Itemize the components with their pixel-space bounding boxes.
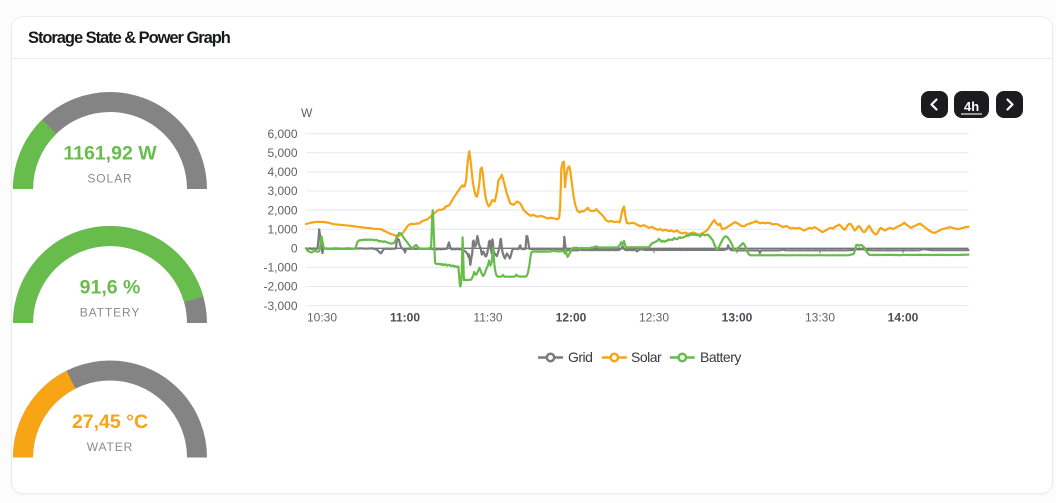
svg-text:91,6 %: 91,6 % [80,277,141,299]
svg-text:W: W [301,106,313,120]
svg-text:BATTERY: BATTERY [80,306,141,320]
svg-text:1161,92 W: 1161,92 W [63,143,157,165]
svg-text:WATER: WATER [87,440,134,454]
svg-text:27,45 °C: 27,45 °C [72,411,148,433]
svg-text:Grid: Grid [568,349,592,365]
svg-text:11:30: 11:30 [473,310,502,324]
svg-text:-3,000: -3,000 [263,299,297,313]
svg-text:0: 0 [291,242,298,256]
svg-text:-2,000: -2,000 [263,280,297,294]
svg-text:5,000: 5,000 [267,146,297,160]
svg-text:4,000: 4,000 [267,165,297,179]
svg-text:13:30: 13:30 [805,310,835,324]
svg-text:Battery: Battery [700,349,741,365]
svg-text:14:00: 14:00 [888,310,919,324]
svg-text:6,000: 6,000 [267,127,297,141]
svg-text:10:30: 10:30 [307,310,337,324]
svg-text:11:00: 11:00 [390,310,420,324]
svg-text:SOLAR: SOLAR [87,172,132,186]
svg-text:13:00: 13:00 [722,310,753,324]
svg-text:Solar: Solar [631,349,662,365]
svg-text:3,000: 3,000 [267,184,297,198]
svg-text:12:30: 12:30 [639,310,669,324]
svg-text:2,000: 2,000 [267,203,297,217]
svg-text:-1,000: -1,000 [263,261,297,275]
svg-text:12:00: 12:00 [556,310,587,324]
svg-text:1,000: 1,000 [267,222,297,236]
